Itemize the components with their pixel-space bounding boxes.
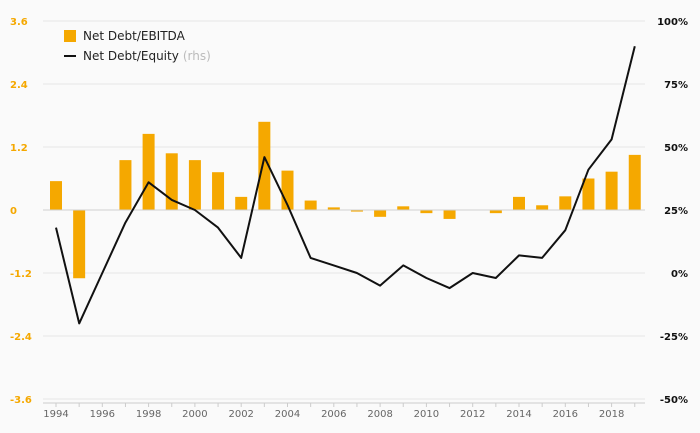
right-tick-label: -25% <box>660 332 688 343</box>
bar-2016 <box>559 196 572 210</box>
right-tick-label: 100% <box>657 17 688 28</box>
right-tick-label: 25% <box>664 206 688 217</box>
bar-2015 <box>536 205 549 210</box>
legend-label-net-debt-ebitda: Net Debt/EBITDA <box>83 29 186 43</box>
x-tick-label: 2006 <box>321 409 346 420</box>
bar-2008 <box>374 210 387 217</box>
x-tick-label: 2008 <box>367 409 392 420</box>
bar-2018 <box>605 171 618 210</box>
legend-label-rhs: (rhs) <box>183 49 211 63</box>
legend-label-net-debt-equity-name: Net Debt/Equity <box>83 49 179 63</box>
bar-2010 <box>420 210 433 214</box>
legend-label-net-debt-equity: Net Debt/Equity (rhs) <box>83 49 211 63</box>
x-tick-label: 2002 <box>228 409 253 420</box>
left-axis: 3.6 2.4 1.2 0 -1.2 -2.4 -3.6 <box>10 17 32 406</box>
left-tick-label: 0 <box>10 206 17 217</box>
x-tick-label: 1996 <box>90 409 115 420</box>
line-series-net-debt-equity <box>55 45 636 325</box>
right-tick-label: 50% <box>664 143 688 154</box>
bar-2007 <box>350 210 363 212</box>
x-tick-label: 2012 <box>460 409 485 420</box>
left-tick-label: -2.4 <box>10 332 32 343</box>
x-tick-label: 2016 <box>553 409 578 420</box>
bar-2019 <box>628 154 641 210</box>
bar-2002 <box>235 196 248 210</box>
legend: Net Debt/EBITDA Net Debt/Equity (rhs) <box>64 29 211 63</box>
line-net-debt-equity <box>55 45 636 325</box>
bar-series-net-debt-ebitda <box>50 121 641 279</box>
left-tick-label: -1.2 <box>10 269 32 280</box>
x-tick-label: 2018 <box>599 409 624 420</box>
x-tick-label: 2014 <box>506 409 531 420</box>
bar-2014 <box>513 196 525 210</box>
left-tick-label: 3.6 <box>10 17 28 28</box>
x-tick-label: 1998 <box>136 409 161 420</box>
x-tick-label: 1994 <box>43 409 68 420</box>
bar-2006 <box>327 207 340 210</box>
x-tick-label: 2004 <box>275 409 300 420</box>
bar-2011 <box>443 210 456 219</box>
legend-swatch-bar <box>64 30 76 42</box>
right-tick-label: 75% <box>664 80 688 91</box>
bar-1994 <box>50 181 62 210</box>
x-tick-label: 2000 <box>182 409 207 420</box>
right-axis: 100% 75% 50% 25% 0% -25% -50% <box>657 17 688 406</box>
bar-1998 <box>142 133 155 210</box>
bar-2003 <box>258 121 271 210</box>
x-tick-label: 2010 <box>414 409 439 420</box>
bar-1995 <box>73 210 86 279</box>
bar-2005 <box>304 200 317 210</box>
bar-2017 <box>582 178 595 210</box>
left-tick-label: -3.6 <box>10 395 32 406</box>
bar-2013 <box>489 210 502 214</box>
left-tick-label: 2.4 <box>10 80 28 91</box>
bar-2009 <box>397 206 410 210</box>
bar-2000 <box>188 160 201 210</box>
bar-2001 <box>212 172 225 210</box>
bar-1997 <box>119 160 132 210</box>
right-tick-label: 0% <box>671 269 688 280</box>
right-tick-label: -50% <box>660 395 688 406</box>
x-axis: 1994 1996 1998 2000 2002 2004 2006 2008 2010 2012… <box>43 402 645 420</box>
left-tick-label: 1.2 <box>10 143 28 154</box>
bar-1999 <box>165 153 178 210</box>
